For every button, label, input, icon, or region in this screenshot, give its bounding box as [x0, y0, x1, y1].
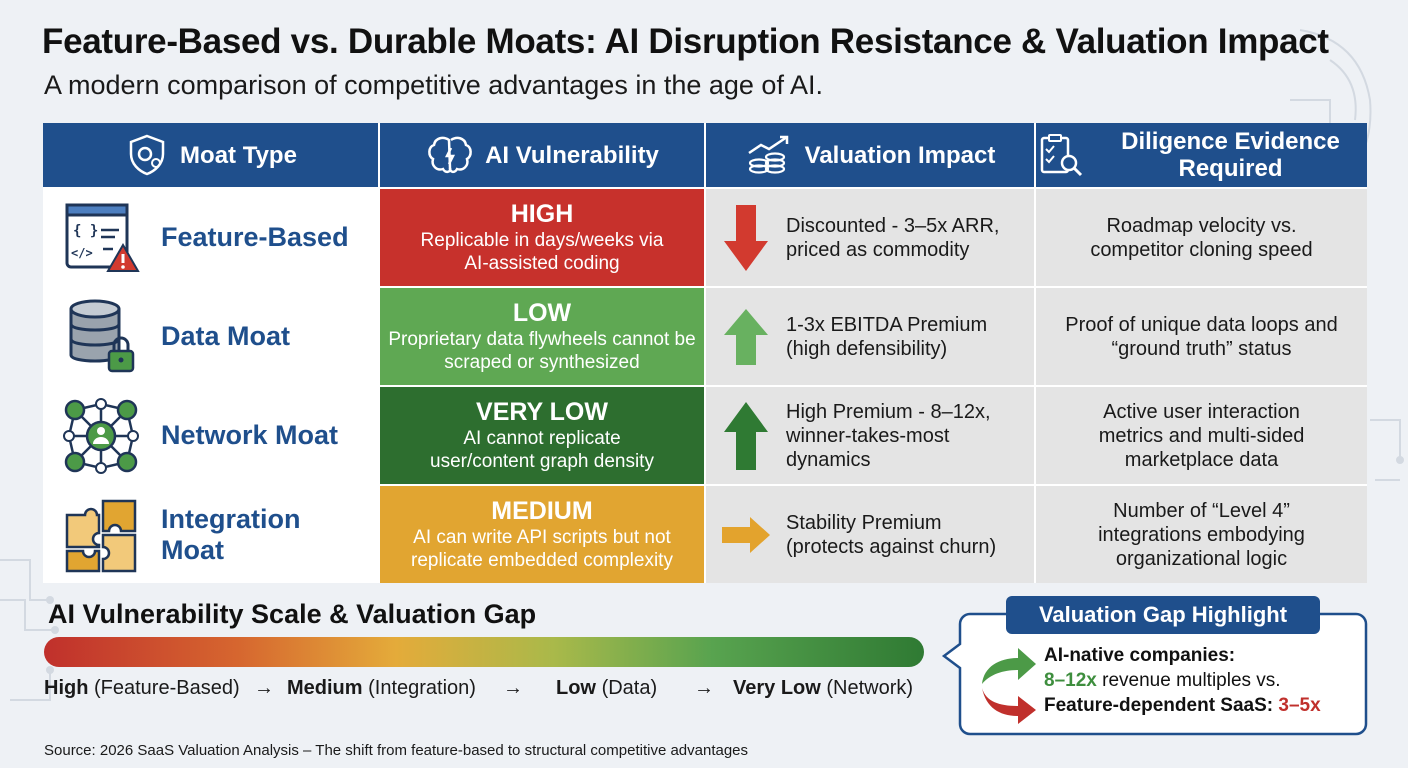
- source-note: Source: 2026 SaaS Valuation Analysis – T…: [44, 742, 749, 759]
- vulnerability-description: Proprietary data flywheels cannot be scr…: [388, 329, 696, 373]
- ai-vulnerability-cell: LOW Proprietary data flywheels cannot be…: [380, 288, 706, 385]
- scale-section-title: AI Vulnerability Scale & Valuation Gap: [48, 599, 537, 629]
- valuation-impact-text: Discounted - 3–5x ARR, priced as commodi…: [786, 214, 1000, 261]
- column-header-label: Moat Type: [180, 141, 297, 169]
- callout-frame: [941, 612, 1368, 736]
- valuation-impact-cell: Stability Premium (protects against chur…: [706, 486, 1036, 583]
- table-row: Data Moat LOW Proprietary data flywheels…: [43, 286, 1367, 385]
- up-arrow-icon: [720, 298, 772, 376]
- svg-text:{ }: { }: [73, 223, 98, 239]
- diligence-evidence-text: Active user interaction metrics and mult…: [1098, 400, 1305, 471]
- down-arrow-icon: [720, 199, 772, 277]
- curved-arrows-icon: [978, 644, 1038, 729]
- coins-growth-icon: [745, 133, 795, 177]
- right-arrow-icon: [720, 496, 772, 574]
- diligence-evidence-cell: Proof of unique data loops and “ground t…: [1036, 288, 1367, 385]
- moat-type-cell: Network Moat: [43, 387, 380, 484]
- scale-label-high: High (Feature-Based): [44, 677, 240, 699]
- vulnerability-description: Replicable in days/weeks via AI-assisted…: [420, 230, 664, 274]
- scale-arrow: →: [254, 677, 274, 699]
- up-arrow-icon: [720, 397, 772, 475]
- valuation-gap-callout: Valuation Gap Highlight AI-native compan…: [940, 596, 1370, 736]
- table-header-row: Moat Type AI Vulnerability Valuation Imp…: [43, 123, 1367, 187]
- vulnerability-level: VERY LOW: [476, 398, 608, 426]
- moat-type-name: Feature-Based: [161, 222, 349, 252]
- callout-title: Valuation Gap Highlight: [1006, 596, 1320, 634]
- vulnerability-description: AI can write API scripts but not replica…: [411, 527, 673, 571]
- callout-text: AI-native companies: 8–12x revenue multi…: [1044, 643, 1321, 718]
- moat-comparison-table: Moat Type AI Vulnerability Valuation Imp…: [43, 123, 1367, 583]
- table-row: Network Moat VERY LOW AI cannot replicat…: [43, 385, 1367, 484]
- valuation-impact-text: 1-3x EBITDA Premium (high defensibility): [786, 313, 988, 360]
- column-header-diligence-evidence: Diligence Evidence Required: [1036, 123, 1367, 187]
- moat-type-cell: Integration Moat: [43, 486, 380, 583]
- callout-line-ai-native: AI-native companies:: [1044, 645, 1236, 666]
- moat-type-name: Integration Moat: [161, 503, 301, 565]
- brain-icon: [425, 134, 475, 176]
- scale-labels: High (Feature-Based) → Medium (Integrati…: [0, 677, 1408, 703]
- vulnerability-gradient-bar: [44, 637, 924, 667]
- scale-arrow: →: [503, 677, 523, 699]
- moat-type-name: Network Moat: [161, 420, 339, 450]
- column-header-label: Valuation Impact: [804, 141, 996, 169]
- diligence-evidence-cell: Roadmap velocity vs. competitor cloning …: [1036, 189, 1367, 286]
- diligence-evidence-text: Proof of unique data loops and “ground t…: [1065, 313, 1338, 360]
- scale-label-low: Low (Data): [556, 677, 658, 699]
- shield-gear-icon: [124, 132, 170, 178]
- vulnerability-level: LOW: [512, 299, 572, 327]
- table-row: { } </> Feature-Based HIGH Replicable in …: [43, 187, 1367, 286]
- column-header-ai-vulnerability: AI Vulnerability: [380, 123, 706, 187]
- column-header-label: AI Vulnerability: [485, 141, 659, 169]
- valuation-impact-cell: 1-3x EBITDA Premium (high defensibility): [706, 288, 1036, 385]
- database-lock-icon: [59, 295, 143, 379]
- valuation-impact-text: Stability Premium (protects against chur…: [786, 511, 997, 558]
- column-header-label: Diligence Evidence Required: [1121, 128, 1340, 182]
- valuation-impact-cell: High Premium - 8–12x, winner-takes-most …: [706, 387, 1036, 484]
- diligence-evidence-text: Number of “Level 4” integrations embodyi…: [1098, 499, 1305, 570]
- puzzle-pieces-icon: [59, 493, 143, 577]
- ai-vulnerability-cell: MEDIUM AI can write API scripts but not …: [380, 486, 706, 583]
- valuation-impact-text: High Premium - 8–12x, winner-takes-most …: [786, 400, 991, 471]
- page-subtitle: A modern comparison of competitive advan…: [44, 70, 823, 100]
- scale-label-very-low: Very Low (Network): [733, 677, 914, 699]
- code-window-warning-icon: { } </>: [59, 196, 143, 280]
- ai-vulnerability-cell: HIGH Replicable in days/weeks via AI-ass…: [380, 189, 706, 286]
- table-row: Integration Moat MEDIUM AI can write API…: [43, 484, 1367, 583]
- callout-line-feature-dependent: Feature-dependent SaaS: 3–5x: [1044, 695, 1321, 716]
- scale-label-medium: Medium (Integration): [287, 677, 476, 699]
- diligence-evidence-text: Roadmap velocity vs. competitor cloning …: [1090, 214, 1313, 261]
- column-header-valuation-impact: Valuation Impact: [706, 123, 1036, 187]
- svg-text:</>: </>: [71, 246, 93, 260]
- vulnerability-description: AI cannot replicate user/content graph d…: [430, 428, 654, 472]
- moat-type-name: Data Moat: [161, 321, 291, 351]
- vulnerability-level: MEDIUM: [491, 497, 593, 525]
- diligence-evidence-cell: Active user interaction metrics and mult…: [1036, 387, 1367, 484]
- clipboard-magnifier-icon: [1036, 131, 1084, 179]
- column-header-moat-type: Moat Type: [43, 123, 380, 187]
- callout-line-multiples: 8–12x revenue multiples vs.: [1044, 670, 1281, 691]
- moat-type-cell: { } </> Feature-Based: [43, 189, 380, 286]
- valuation-impact-cell: Discounted - 3–5x ARR, priced as commodi…: [706, 189, 1036, 286]
- moat-type-cell: Data Moat: [43, 288, 380, 385]
- diligence-evidence-cell: Number of “Level 4” integrations embodyi…: [1036, 486, 1367, 583]
- network-nodes-icon: [59, 394, 143, 478]
- ai-vulnerability-cell: VERY LOW AI cannot replicate user/conten…: [380, 387, 706, 484]
- page-title: Feature-Based vs. Durable Moats: AI Disr…: [42, 22, 1329, 61]
- vulnerability-level: HIGH: [510, 200, 574, 228]
- scale-arrow: →: [694, 677, 714, 699]
